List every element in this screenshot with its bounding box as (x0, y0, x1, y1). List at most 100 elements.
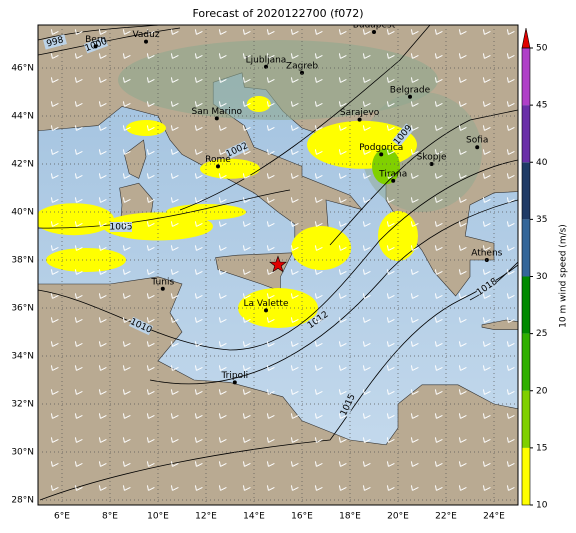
city-label: Athens (471, 249, 502, 259)
wind-barb (50, 53, 59, 59)
wind-barb (74, 293, 83, 299)
wind-barb (362, 101, 371, 107)
wind-barb (146, 53, 155, 59)
wind-barb (218, 245, 227, 251)
wind-barb (338, 29, 347, 35)
wind-barb (386, 77, 395, 83)
wind-barb (410, 29, 419, 35)
city-marker (429, 162, 434, 166)
wind-barb (74, 77, 83, 83)
wind-barb (266, 245, 275, 251)
wind-barb (386, 293, 395, 299)
wind-barb (266, 365, 275, 371)
wind-barb (122, 149, 131, 155)
wind-barb (50, 317, 59, 323)
wind-barb (122, 245, 131, 251)
wind-barb (266, 413, 275, 419)
wind-barb (506, 389, 515, 395)
wind-barb (434, 101, 443, 107)
colorbar-segment (522, 162, 530, 220)
wind-barb (50, 125, 59, 131)
city-marker (357, 117, 362, 122)
wind-barb (410, 269, 419, 275)
wind-barb (266, 341, 275, 347)
wind-barb (242, 221, 251, 227)
wind-barb (242, 77, 251, 83)
wind-barb (170, 437, 179, 443)
wind-barb (338, 293, 347, 299)
lon-tick-label: 24°E (483, 512, 505, 522)
wind-barb (266, 53, 275, 59)
isobar (149, 199, 518, 385)
city-marker (391, 178, 396, 183)
wind-barb (122, 485, 131, 491)
wind-barb (122, 197, 131, 203)
wind-barb (386, 53, 395, 59)
lon-tick-label: 16°E (291, 512, 313, 522)
wind-barb (194, 77, 203, 83)
wind-barb (314, 341, 323, 347)
wind-barb (386, 101, 395, 107)
wind-barb (458, 341, 467, 347)
wind-barb (410, 173, 419, 179)
wind-barb (290, 173, 299, 179)
wind-barb (290, 101, 299, 107)
wind-barb (386, 413, 395, 419)
wind-barb (122, 317, 131, 323)
wind-barb (338, 197, 347, 203)
wind-barb (386, 269, 395, 275)
wind-barb (218, 269, 227, 275)
wind-barb (98, 341, 107, 347)
wind-barb (194, 149, 203, 155)
colorbar-segment (522, 276, 530, 334)
isobar-label-bg (306, 309, 330, 331)
wind-barb (170, 317, 179, 323)
wind-barb (218, 125, 227, 131)
wind-barb (458, 197, 467, 203)
wind-barb (386, 245, 395, 251)
wind-barb (122, 221, 131, 227)
wind-barb (266, 173, 275, 179)
wind-barb (314, 53, 323, 59)
wind-barb (122, 389, 131, 395)
wind-barb (242, 437, 251, 443)
wind-barb (242, 485, 251, 491)
wind-barb (434, 413, 443, 419)
wind-barb (410, 317, 419, 323)
wind-barb (146, 317, 155, 323)
wind-barb (290, 293, 299, 299)
wind-barb (314, 293, 323, 299)
wind-barb (410, 413, 419, 419)
wind-barb (434, 365, 443, 371)
wind-barb (314, 173, 323, 179)
wind-barb (170, 221, 179, 227)
wind-barb (50, 101, 59, 107)
wind-barb (74, 485, 83, 491)
wind-barb (146, 341, 155, 347)
wind-barb (410, 221, 419, 227)
city-label: San Marino (192, 107, 243, 117)
wind-barb (98, 293, 107, 299)
wind-barb (218, 101, 227, 107)
wind-barb (506, 149, 515, 155)
isobar-label: 998 (46, 35, 65, 49)
wind-barb (338, 485, 347, 491)
wind-barb (122, 341, 131, 347)
wind-barb (458, 365, 467, 371)
wind-barb (362, 341, 371, 347)
wind-barb (506, 197, 515, 203)
wind-barb (50, 389, 59, 395)
wind-barb (242, 245, 251, 251)
lat-tick-label: 30°N (11, 448, 34, 458)
wind-barb (170, 461, 179, 467)
wind-barb (362, 221, 371, 227)
wind-barb (218, 437, 227, 443)
wind-barb (98, 173, 107, 179)
wind-barb (314, 317, 323, 323)
wind-barb (266, 437, 275, 443)
wind-barb (98, 197, 107, 203)
wind-barb (170, 485, 179, 491)
wind-barb (434, 341, 443, 347)
lon-tick-label: 12°E (195, 512, 217, 522)
wind-barb (170, 77, 179, 83)
